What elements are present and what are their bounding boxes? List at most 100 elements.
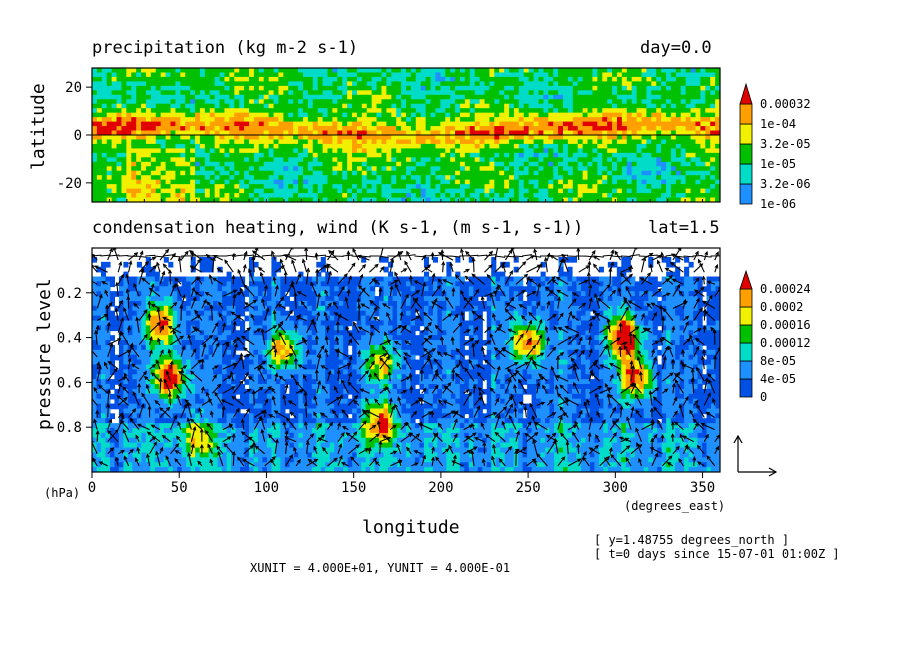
precip-cell (499, 103, 505, 109)
precip-cell (553, 152, 559, 158)
heating-cell (123, 286, 129, 292)
heating-cell (109, 276, 116, 283)
heating-cell (208, 354, 214, 361)
precip-cell (170, 135, 177, 141)
precip-cell (234, 143, 240, 149)
precip-cell (386, 76, 392, 82)
precip-cell (253, 117, 260, 123)
precip-cell (715, 112, 720, 118)
precip-cell (548, 72, 554, 78)
precip-cell (513, 143, 520, 149)
heating-cell (204, 320, 210, 327)
precip-cell (518, 126, 525, 132)
precip-cell (101, 166, 108, 172)
precip-cell (504, 170, 510, 176)
heating-cell (118, 325, 124, 332)
heating-cell (163, 437, 169, 444)
precip-cell (695, 130, 701, 136)
heating-cell (132, 467, 138, 472)
precip-cell (224, 157, 230, 163)
precip-cell (106, 161, 113, 167)
precip-cell (445, 99, 451, 105)
precip-cell (401, 148, 407, 154)
heating-cell (96, 447, 102, 454)
precip-cell (136, 72, 142, 78)
precip-cell (612, 81, 618, 87)
precip-cell (636, 135, 643, 141)
precip-cell (268, 184, 275, 190)
heating-cell (204, 442, 210, 449)
precip-cell (415, 117, 422, 123)
heating-cell (163, 467, 169, 472)
heating-cell (208, 364, 214, 371)
precip-cell (356, 148, 363, 154)
precip-cell (494, 170, 500, 176)
precip-cell (445, 152, 451, 158)
heating-cell (154, 276, 160, 283)
precip-cell (494, 175, 500, 181)
precip-cell (371, 166, 378, 172)
precip-cell (661, 135, 667, 141)
precip-cell (641, 143, 648, 149)
precip-cell (366, 139, 373, 145)
precip-cell (342, 161, 348, 167)
heating-cell (92, 364, 98, 371)
precip-cell (239, 157, 245, 163)
precip-cell (219, 81, 226, 87)
precip-cell (666, 76, 672, 82)
precip-cell (626, 112, 633, 118)
precip-cell (518, 197, 525, 202)
heating-cell (208, 369, 214, 376)
precip-cell (288, 193, 294, 199)
precip-cell (415, 68, 422, 74)
precip-cell (155, 68, 162, 74)
precip-cell (131, 161, 137, 167)
precip-cell (386, 148, 392, 154)
precip-cell (155, 161, 162, 167)
precip-cell (494, 103, 500, 109)
precip-cell (258, 117, 265, 123)
precip-cell (415, 139, 422, 145)
precip-cell (366, 121, 373, 127)
precip-cell (145, 175, 152, 181)
footer-y-info: [ y=1.48755 degrees_north ] (594, 533, 790, 547)
precip-cell (685, 148, 692, 154)
precip-cell (582, 81, 589, 87)
precip-cell (381, 148, 387, 154)
precip-cell (499, 130, 505, 136)
heating-cell (195, 340, 201, 346)
precip-cell (126, 112, 132, 118)
heating-cell (92, 462, 98, 468)
precip-cell (224, 112, 230, 118)
precip-cell (567, 90, 574, 96)
precip-cell (685, 135, 692, 141)
precip-cell (361, 161, 368, 167)
precip-cell (121, 121, 127, 127)
precip-cell (459, 166, 466, 172)
precip-cell (666, 184, 672, 190)
heating-cell (105, 467, 111, 472)
heating-cell (136, 452, 142, 459)
precip-cell (597, 99, 603, 105)
precip-cell (509, 188, 515, 194)
heating-cell (154, 344, 160, 351)
precip-cell (661, 184, 667, 190)
precip-cell (450, 170, 456, 176)
precip-cell (528, 157, 535, 163)
precip-cell (710, 72, 716, 78)
heating-cell (136, 442, 142, 449)
precip-cell (577, 166, 584, 172)
precip-cell (710, 81, 716, 87)
precip-cell (450, 94, 456, 100)
heating-cell (195, 408, 201, 415)
heating-cell (186, 442, 192, 449)
precip-cell (563, 117, 569, 123)
precip-cell (381, 81, 387, 87)
precip-cell (332, 121, 338, 127)
precip-cell (690, 85, 697, 91)
precip-cell (597, 148, 603, 154)
precip-cell (538, 99, 544, 105)
precip-cell (302, 139, 309, 145)
heating-cell (132, 442, 138, 449)
precip-cell (234, 103, 240, 109)
